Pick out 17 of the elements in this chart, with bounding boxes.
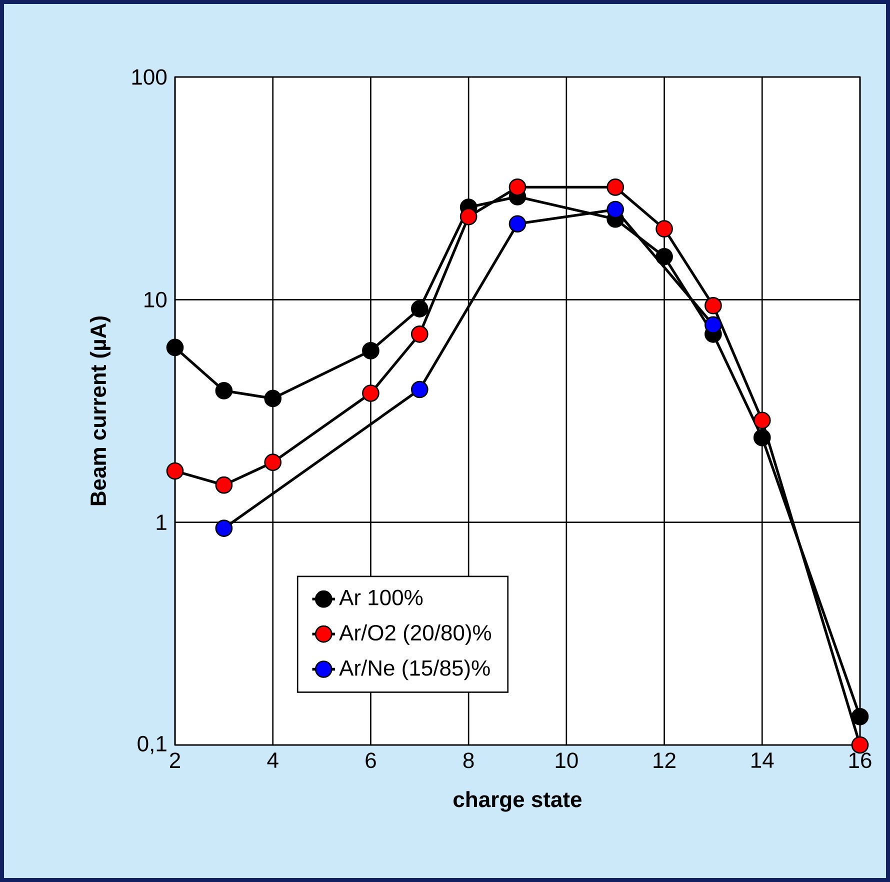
legend-label: Ar 100% (339, 590, 423, 606)
y-axis-title: Beam current (µA) (90, 316, 110, 506)
y-tick-label: 1 (156, 514, 166, 530)
x-tick-label: 8 (463, 752, 474, 768)
y-tick-label: 0,1 (138, 736, 166, 754)
x-tick-label: 2 (170, 752, 180, 768)
y-tick-label: 100 (132, 69, 167, 85)
legend-label: Ar/Ne (15/85)% (339, 660, 490, 680)
x-tick-label: 6 (366, 752, 376, 768)
x-tick-label: 10 (556, 752, 578, 768)
x-tick-label: 14 (752, 752, 774, 768)
x-tick-label: 16 (849, 752, 872, 768)
x-axis-title: charge state (454, 791, 582, 812)
legend-label: Ar/O2 (20/80)% (339, 624, 492, 645)
y-tick-label: 10 (144, 292, 167, 308)
x-tick-label: 4 (267, 752, 278, 768)
x-tick-label: 12 (654, 752, 676, 768)
